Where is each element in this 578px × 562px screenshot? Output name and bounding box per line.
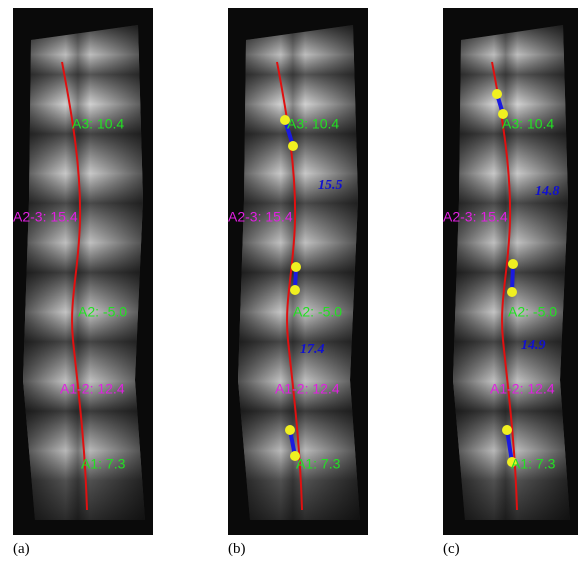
angle-label: A2-3: 15.4 xyxy=(443,209,508,225)
panel: A3: 10.4 A2-3: 15.4 A2: -5.0 A1-2: 12.4 A1: … xyxy=(13,8,153,557)
angle-label: A3: 10.4 xyxy=(72,116,124,132)
measurement: 14.9 xyxy=(521,338,546,353)
endplate-point xyxy=(507,287,517,297)
measurement: 14.8 xyxy=(535,184,560,199)
endplate-point xyxy=(492,89,502,99)
endplate-point xyxy=(502,425,512,435)
angle-label: A3: 10.4 xyxy=(287,116,339,132)
panel: A3: 10.4 A2-3: 15.4 A2: -5.0 A1-2: 12.4 A1: … xyxy=(443,8,578,557)
angle-label: A2-3: 15.4 xyxy=(228,209,293,225)
endplate-point xyxy=(285,425,295,435)
caption: (c) xyxy=(443,541,460,557)
endplate-point xyxy=(291,262,301,272)
figure: A3: 10.4 A2-3: 15.4 A2: -5.0 A1-2: 12.4 A1: … xyxy=(0,0,578,562)
endplate-point xyxy=(508,259,518,269)
angle-label: A1: 7.3 xyxy=(296,456,341,472)
endplate-point xyxy=(288,141,298,151)
angle-label: A2: -5.0 xyxy=(293,304,342,320)
endplate-point xyxy=(290,285,300,295)
measurement: 17.4 xyxy=(300,342,325,357)
angle-label: A1-2: 12.4 xyxy=(275,381,340,397)
panel: A3: 10.4 A2-3: 15.4 A2: -5.0 A1-2: 12.4 A1: … xyxy=(228,8,368,557)
measurement: 15.5 xyxy=(318,178,343,193)
angle-label: A2: -5.0 xyxy=(78,304,127,320)
angle-label: A2: -5.0 xyxy=(508,304,557,320)
angle-label: A3: 10.4 xyxy=(502,116,554,132)
angle-label: A1: 7.3 xyxy=(81,456,126,472)
caption: (a) xyxy=(13,541,30,557)
angle-label: A2-3: 15.4 xyxy=(13,209,78,225)
angle-label: A1-2: 12.4 xyxy=(60,381,125,397)
angle-label: A1-2: 12.4 xyxy=(490,381,555,397)
caption: (b) xyxy=(228,541,246,557)
angle-label: A1: 7.3 xyxy=(511,456,556,472)
